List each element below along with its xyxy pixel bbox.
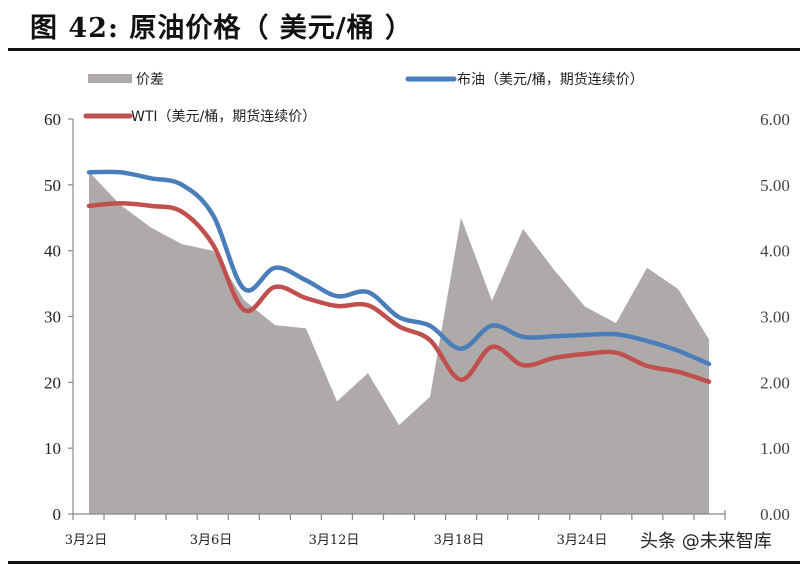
left-axis-tick-label: 10 — [44, 439, 61, 458]
right-axis-tick-label: 0.00 — [760, 505, 790, 524]
figure-title: 图 42: 原油价格（ 美元/桶 ） — [30, 13, 414, 44]
legend-item-brent: 布油（美元/桶，期货连续价） — [405, 71, 644, 88]
legend-item-spread: 价差 — [88, 72, 164, 88]
right-axis-tick-label: 5.00 — [760, 176, 790, 195]
left-axis-tick-label: 60 — [44, 110, 61, 129]
left-axis-tick-label: 20 — [44, 373, 61, 392]
price-line-series — [86, 169, 712, 384]
left-axis-tick-label: 0 — [53, 505, 62, 524]
right-axis-tick-label: 4.00 — [760, 242, 790, 261]
watermark: 头条 @未来智库 — [640, 531, 772, 552]
x-axis-tick-label: 3月6日 — [190, 533, 233, 548]
legend-label-wti: WTI（美元/桶，期货连续价） — [131, 108, 316, 125]
right-axis-tick-label: 1.00 — [760, 439, 790, 458]
bottom-divider — [8, 561, 800, 564]
x-axis-tick-label: 3月12日 — [309, 533, 360, 548]
x-axis-tick-label: 3月2日 — [65, 533, 108, 548]
spread-area — [89, 171, 709, 514]
title-divider — [8, 48, 800, 51]
right-axis-tick-label: 6.00 — [760, 110, 790, 129]
x-axis-tick-label: 3月24日 — [557, 533, 608, 548]
left-axis-tick-label: 30 — [44, 308, 61, 327]
brent-line — [86, 169, 712, 367]
left-axis-tick-label: 50 — [44, 176, 61, 195]
spread-area-series — [89, 171, 709, 514]
right-axis-tick-label: 3.00 — [760, 308, 790, 327]
right-axis-tick-label: 2.00 — [760, 373, 790, 392]
axis-labels: 0 10 20 30 40 50 60 0.00 1.00 2.00 3.00 4.00 5.00 6.0… — [44, 110, 790, 548]
legend-label-brent: 布油（美元/桶，期货连续价） — [457, 71, 644, 88]
legend-swatch-spread — [88, 74, 132, 83]
chart-axes — [68, 118, 726, 520]
wti-line — [86, 201, 712, 384]
x-axis-tick-label: 3月18日 — [434, 533, 485, 548]
legend-item-wti: WTI（美元/桶，期货连续价） — [83, 108, 316, 125]
left-axis-tick-label: 40 — [44, 242, 61, 261]
legend: 价差 布油（美元/桶，期货连续价） WTI（美元/桶，期货连续价） — [83, 71, 644, 125]
legend-label-spread: 价差 — [136, 72, 164, 88]
